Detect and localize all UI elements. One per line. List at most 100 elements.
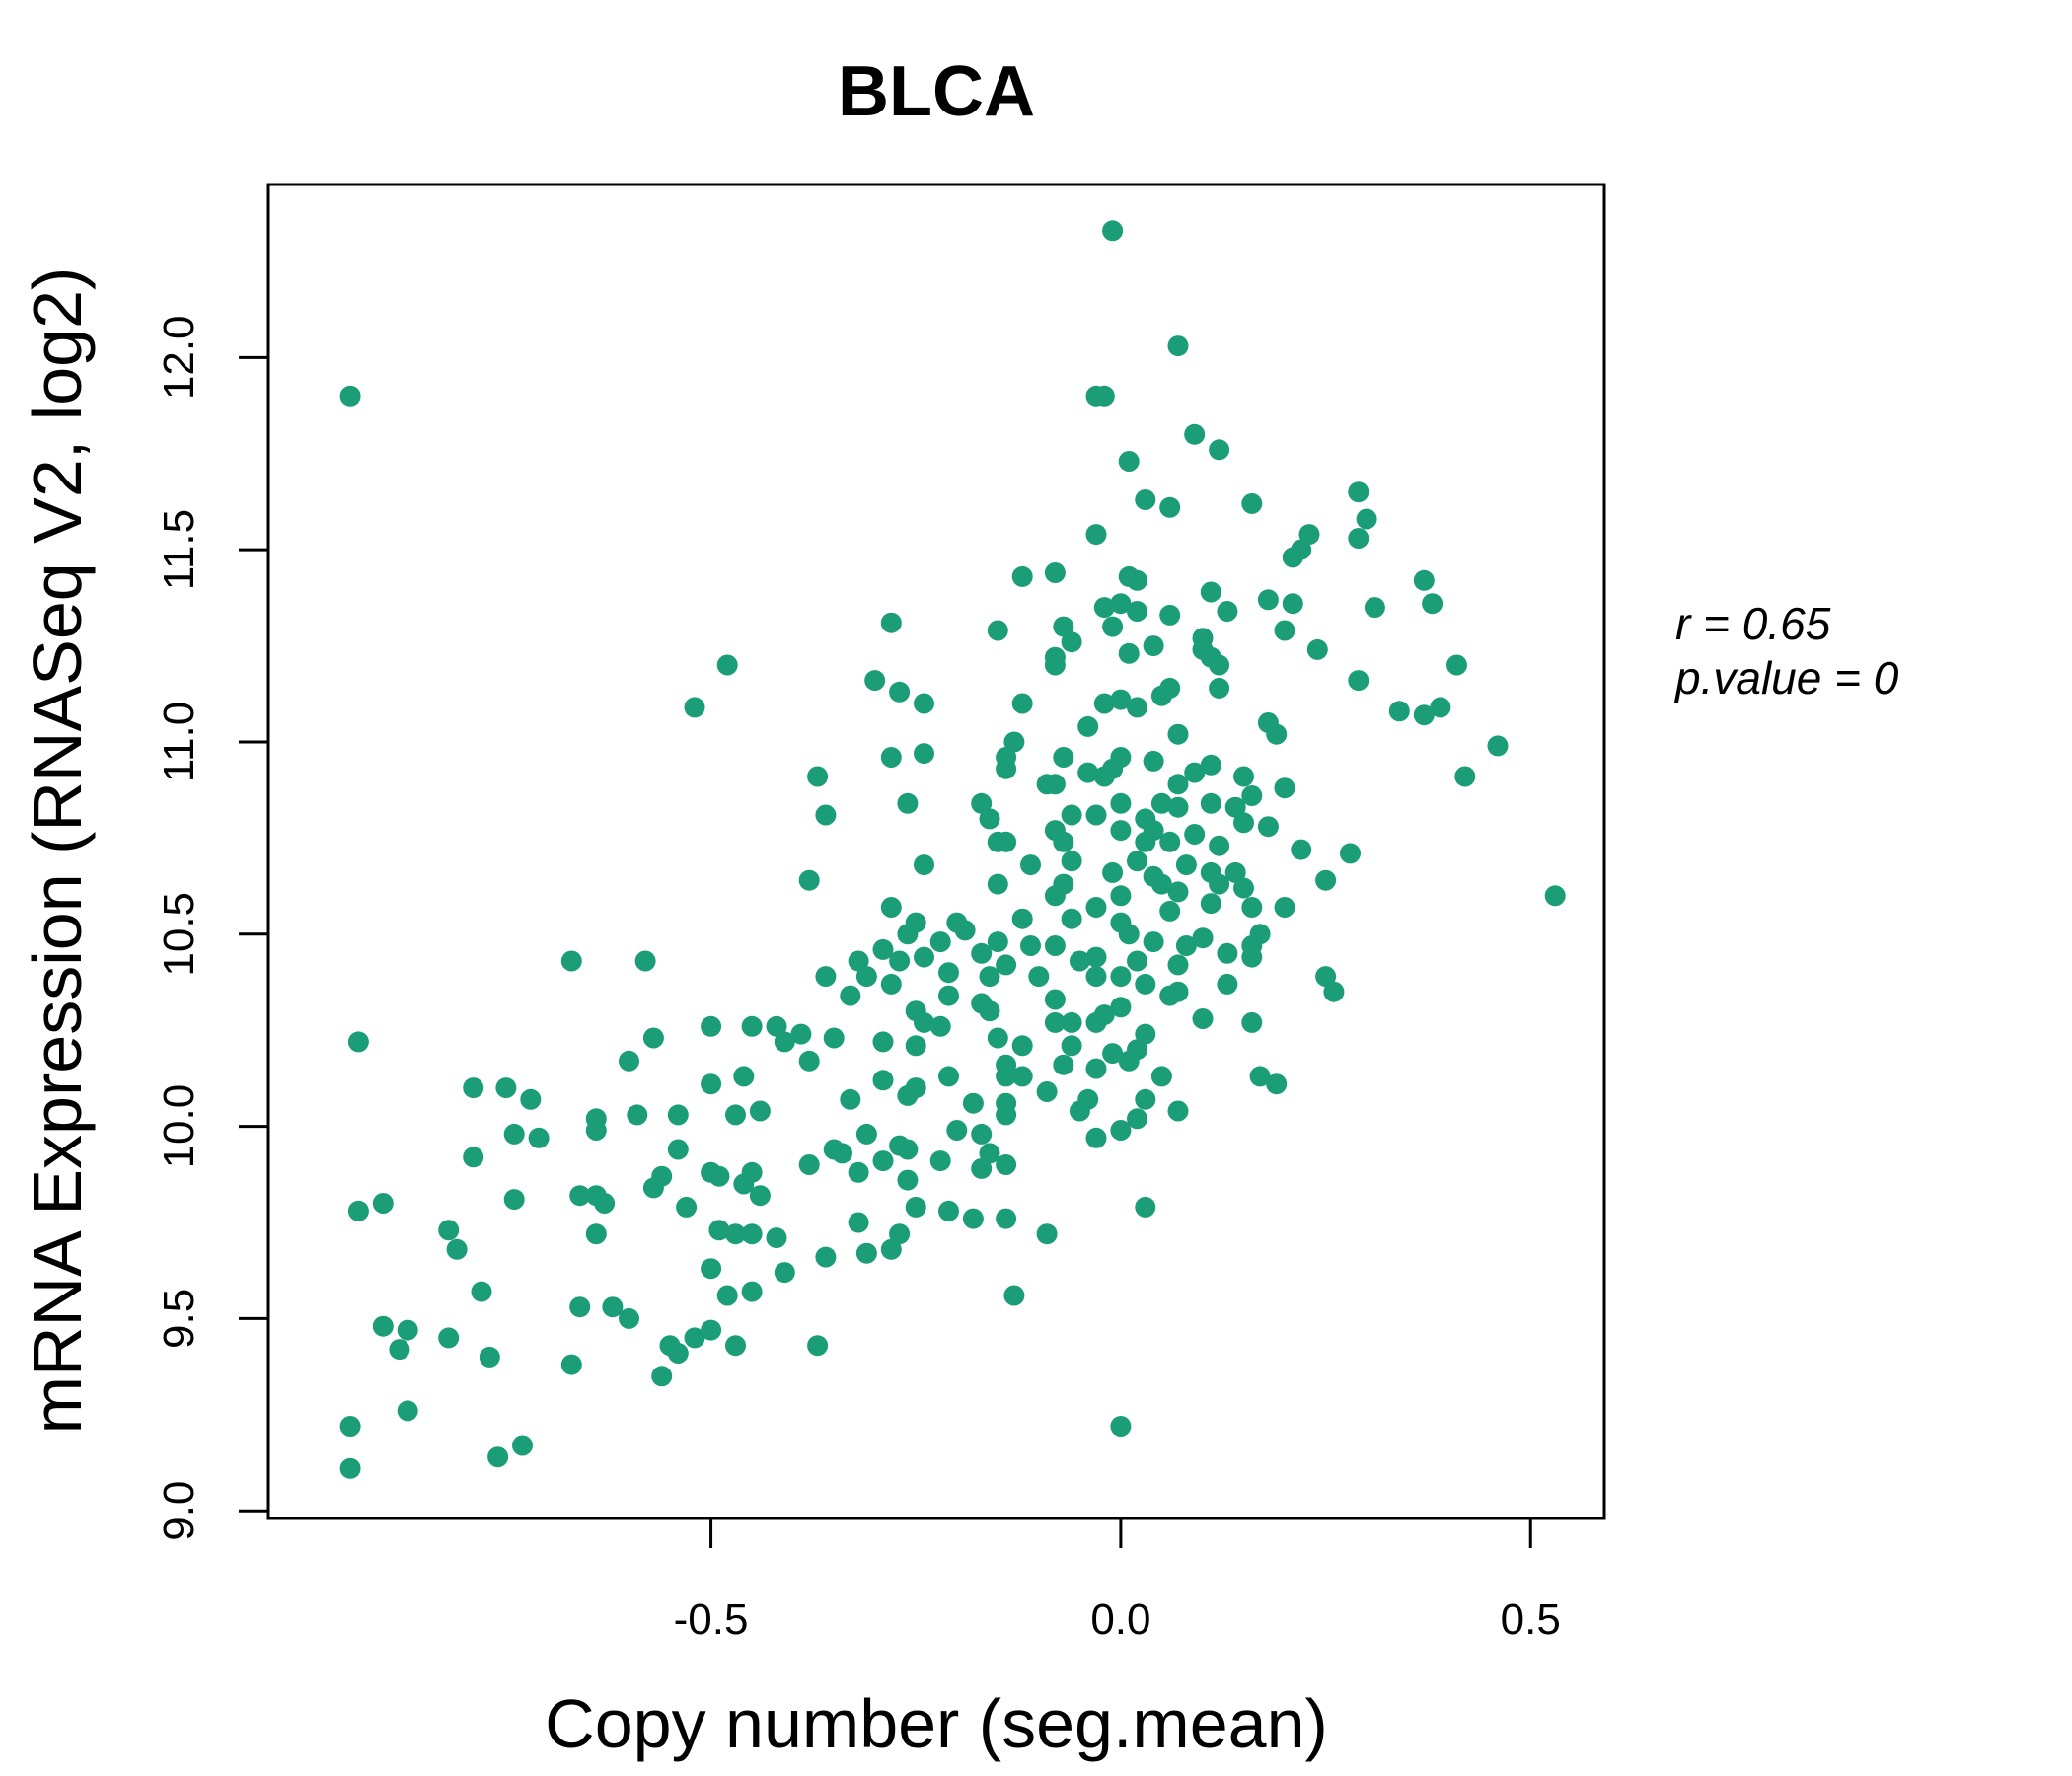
y-axis: 9.09.510.010.511.011.512.0 bbox=[155, 315, 268, 1540]
data-point bbox=[767, 1227, 787, 1248]
data-point bbox=[668, 1140, 689, 1160]
data-point bbox=[569, 1296, 590, 1317]
data-point bbox=[1053, 1055, 1073, 1075]
data-point bbox=[1209, 678, 1229, 699]
data-point bbox=[1168, 724, 1189, 745]
data-point bbox=[438, 1327, 459, 1348]
data-point bbox=[1119, 643, 1140, 664]
data-point bbox=[480, 1347, 500, 1368]
data-point bbox=[750, 1101, 771, 1122]
data-point bbox=[807, 1335, 828, 1356]
y-tick-label: 11.0 bbox=[155, 702, 203, 782]
data-point bbox=[914, 694, 934, 714]
y-tick-label: 12.0 bbox=[155, 315, 203, 400]
data-point bbox=[1307, 639, 1328, 660]
data-point bbox=[906, 1197, 926, 1218]
data-point bbox=[1012, 909, 1033, 929]
data-point bbox=[1275, 621, 1295, 641]
data-point bbox=[742, 1223, 763, 1244]
data-point bbox=[1102, 617, 1123, 637]
data-point bbox=[1135, 974, 1155, 995]
data-point bbox=[1012, 694, 1033, 714]
data-point bbox=[1144, 751, 1164, 772]
data-point bbox=[815, 966, 836, 987]
data-point bbox=[619, 1308, 639, 1329]
data-point bbox=[1258, 816, 1279, 837]
data-point bbox=[1266, 1073, 1287, 1094]
data-point bbox=[1110, 1416, 1131, 1437]
data-point bbox=[1037, 1223, 1058, 1244]
data-point bbox=[348, 1201, 369, 1221]
points-layer bbox=[340, 220, 1566, 1479]
data-point bbox=[881, 897, 902, 918]
data-point bbox=[897, 793, 918, 814]
data-point bbox=[504, 1124, 525, 1145]
data-point bbox=[1086, 1128, 1107, 1148]
data-point bbox=[1110, 885, 1131, 906]
data-point bbox=[1127, 601, 1147, 622]
data-point bbox=[1094, 767, 1115, 787]
data-point bbox=[971, 1124, 992, 1145]
data-point bbox=[1020, 854, 1041, 875]
y-tick-label: 9.5 bbox=[155, 1289, 203, 1349]
data-point bbox=[930, 1016, 951, 1037]
data-point bbox=[996, 1154, 1016, 1175]
data-point bbox=[1062, 1035, 1082, 1056]
data-point bbox=[889, 951, 910, 972]
data-point bbox=[775, 1031, 795, 1052]
data-point bbox=[685, 1327, 705, 1348]
data-point bbox=[1201, 893, 1221, 914]
data-point bbox=[438, 1220, 459, 1240]
data-point bbox=[1053, 832, 1073, 852]
data-point bbox=[1135, 1089, 1155, 1110]
data-point bbox=[1110, 966, 1131, 987]
data-point bbox=[701, 1016, 721, 1037]
data-point bbox=[1357, 509, 1377, 530]
data-point bbox=[1045, 562, 1066, 583]
data-point bbox=[938, 962, 959, 983]
data-point bbox=[930, 1150, 951, 1171]
data-point bbox=[1144, 635, 1164, 656]
data-point bbox=[963, 1209, 984, 1229]
data-point bbox=[725, 1104, 746, 1125]
data-point bbox=[340, 1458, 361, 1479]
data-point bbox=[472, 1282, 492, 1302]
data-point bbox=[988, 832, 1008, 852]
data-point bbox=[1241, 947, 1262, 968]
data-point bbox=[627, 1104, 647, 1125]
data-point bbox=[971, 1158, 992, 1179]
data-point bbox=[988, 874, 1008, 895]
data-point bbox=[1151, 1066, 1172, 1086]
data-point bbox=[1045, 935, 1066, 956]
data-point bbox=[856, 1243, 877, 1264]
data-point bbox=[799, 1051, 820, 1072]
data-point bbox=[1184, 824, 1205, 845]
x-tick-label: 0.5 bbox=[1501, 1595, 1561, 1644]
x-tick-label: 0.0 bbox=[1090, 1595, 1150, 1644]
data-point bbox=[1135, 489, 1155, 510]
data-point bbox=[1012, 1066, 1033, 1086]
data-point bbox=[340, 1416, 361, 1437]
data-point bbox=[1159, 605, 1180, 626]
data-point bbox=[685, 697, 705, 717]
data-point bbox=[742, 1282, 763, 1302]
data-point bbox=[398, 1400, 418, 1421]
x-tick-label: -0.5 bbox=[674, 1595, 749, 1644]
data-point bbox=[1127, 570, 1147, 591]
data-point bbox=[586, 1120, 607, 1141]
data-point bbox=[701, 1258, 721, 1279]
data-point bbox=[1184, 424, 1205, 445]
data-point bbox=[1003, 1286, 1024, 1306]
data-point bbox=[340, 386, 361, 407]
data-point bbox=[1062, 805, 1082, 826]
data-point bbox=[1012, 1035, 1033, 1056]
data-point bbox=[635, 951, 656, 972]
y-tick-label: 10.5 bbox=[155, 892, 203, 977]
data-point bbox=[1045, 990, 1066, 1010]
data-point bbox=[1209, 836, 1229, 856]
data-point bbox=[463, 1077, 483, 1098]
data-point bbox=[1217, 943, 1237, 964]
data-point bbox=[1209, 439, 1229, 460]
data-point bbox=[586, 1223, 607, 1244]
data-point bbox=[1266, 724, 1287, 745]
